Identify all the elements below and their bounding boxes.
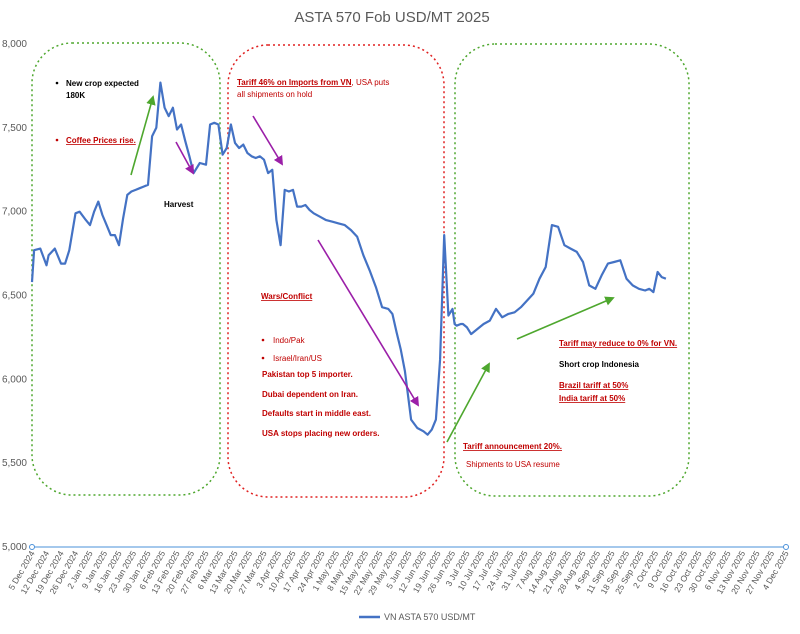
arrow-up-coffee [130,95,156,176]
annotation-defaults: Defaults start in middle east. [262,409,371,418]
arrow-up-tariff20 [446,362,490,443]
arrow-up-recovery [516,296,615,340]
y-tick-label: 5,500 [2,458,27,469]
annotation-shipments: Shipments to USA resume [466,460,560,469]
annotation-wars: Wars/Conflict [261,292,313,301]
y-tick-label: 5,000 [2,542,27,553]
y-tick-label: 8,000 [2,39,27,50]
chart-title: ASTA 570 Fob USD/MT 2025 [294,9,489,26]
axis-endpoint-marker [29,544,35,550]
annotation-india: India tariff at 50% [559,394,625,403]
bullet-icon [261,338,265,342]
box-tariff-period [227,44,445,498]
annotation-israel: Israel/Iran/US [273,354,322,363]
bullet-icon [261,356,265,360]
annotation-new-crop: New crop expected [66,79,139,88]
bullet-icon [55,138,59,142]
annotation-usa-stops: USA stops placing new orders. [262,429,380,438]
annotation-brazil: Brazil tariff at 50% [559,381,628,390]
annotation-new-crop-2: 180K [66,91,85,100]
annotation-tariff46: Tariff 46% on Imports from VN, USA puts [237,78,389,87]
annotation-tariff-reduce: Tariff may reduce to 0% for VN. [559,339,677,348]
annotation-tariff46-2: all shipments on hold [237,90,312,99]
annotation-short-crop: Short crop Indonesia [559,360,640,369]
annotation-dubai: Dubai dependent on Iran. [262,390,358,399]
annotation-coffee: Coffee Prices rise. [66,136,136,145]
arrow-down-tariff [252,115,283,166]
annotation-tariff20: Tariff announcement 20%. [463,442,562,451]
annotation-indopak: Indo/Pak [273,336,306,345]
axis-endpoint-marker [783,544,789,550]
arrow-down-wars [317,239,419,407]
series-line [30,81,667,436]
y-tick-label: 7,000 [2,207,27,218]
annotation-pakistan: Pakistan top 5 importer. [262,370,353,379]
box-coffee-period [31,42,221,496]
legend-label: VN ASTA 570 USD/MT [384,612,476,622]
box-recovery-period [454,43,690,497]
series-layer [30,81,667,436]
bullet-icon [55,81,59,85]
arrow-down-harvest [175,141,194,175]
y-axis-ticks: 5,000 5,500 6,000 6,500 7,000 7,500 8,000 [2,39,27,553]
y-tick-label: 7,500 [2,123,27,134]
y-tick-label: 6,500 [2,291,27,302]
y-tick-label: 6,000 [2,374,27,385]
axis-layer [29,544,789,550]
annotation-harvest: Harvest [164,200,194,209]
